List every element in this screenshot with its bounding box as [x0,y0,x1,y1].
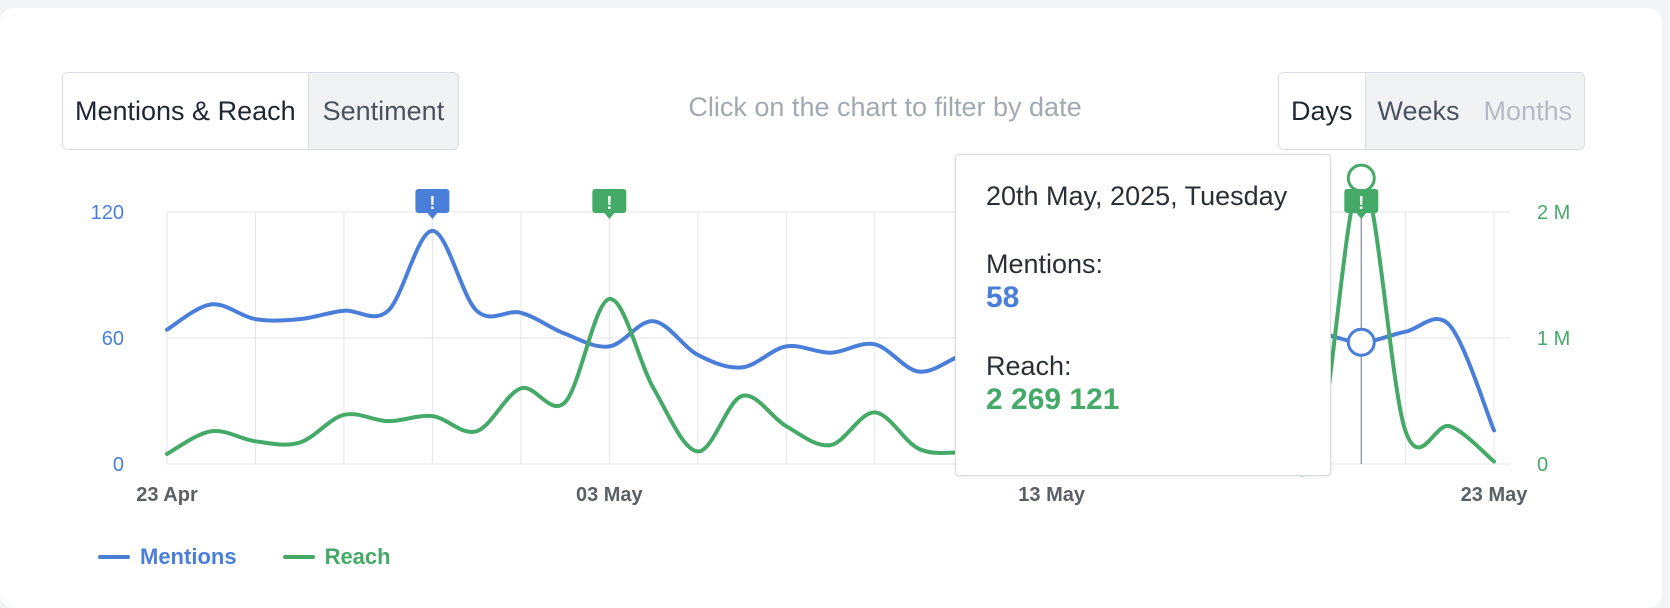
highlight-point-reach [1346,163,1376,193]
tab-sentiment[interactable]: Sentiment [322,95,445,126]
y-left-tick-label: 120 [91,202,124,224]
tooltip-reach-value: 2 269 121 [986,383,1120,416]
y-left-tick-label: 0 [113,454,124,476]
chart-legend: Mentions Reach [98,544,391,570]
alert-icon-glyph: ! [606,193,612,213]
tooltip-date: 20th May, 2025, Tuesday [986,181,1288,211]
y-right-tick-label: 1 M [1537,328,1570,350]
chart-tabs: Mentions & Reach Sentiment [62,72,460,150]
alert-icon-glyph: ! [1358,193,1364,213]
y-right-tick-label: 2 M [1537,202,1570,224]
x-tick-label: 23 May [1461,484,1529,506]
alert-icon [1344,189,1379,219]
y-left-tick-label: 60 [102,328,124,350]
period-selector: Days Weeks Months [1278,72,1586,150]
x-tick-label: 13 May [1018,484,1086,506]
x-tick-label: 23 Apr [136,484,198,506]
tooltip-reach-label: Reach: [986,351,1072,381]
period-weeks-button[interactable]: Weeks [1377,95,1460,126]
period-days-button[interactable]: Days [1279,73,1366,149]
x-tick-label: 03 May [576,484,644,506]
highlight-point-mentions [1346,327,1376,357]
period-months-button: Months [1483,95,1573,126]
legend-label-reach: Reach [324,544,391,569]
y-right-tick-label: 0 [1537,454,1548,476]
legend-item-reach[interactable]: Reach [282,544,391,570]
alert-icon [592,189,627,219]
tooltip-mentions-label: Mentions: [986,249,1104,279]
tooltip-mentions-value: 58 [986,281,1020,314]
alert-icon-glyph: ! [429,193,435,213]
chart-hint: Click on the chart to filter by date [688,92,1082,122]
tab-mentions-reach[interactable]: Mentions & Reach [63,73,309,149]
legend-swatch-mentions [98,555,130,559]
legend-label-mentions: Mentions [140,544,237,569]
chart-tooltip: 20th May, 2025, Tuesday Mentions: 58 Rea… [955,154,1331,476]
legend-item-mentions[interactable]: Mentions [98,544,237,570]
alert-icon [415,189,450,219]
legend-swatch-reach [282,555,315,559]
